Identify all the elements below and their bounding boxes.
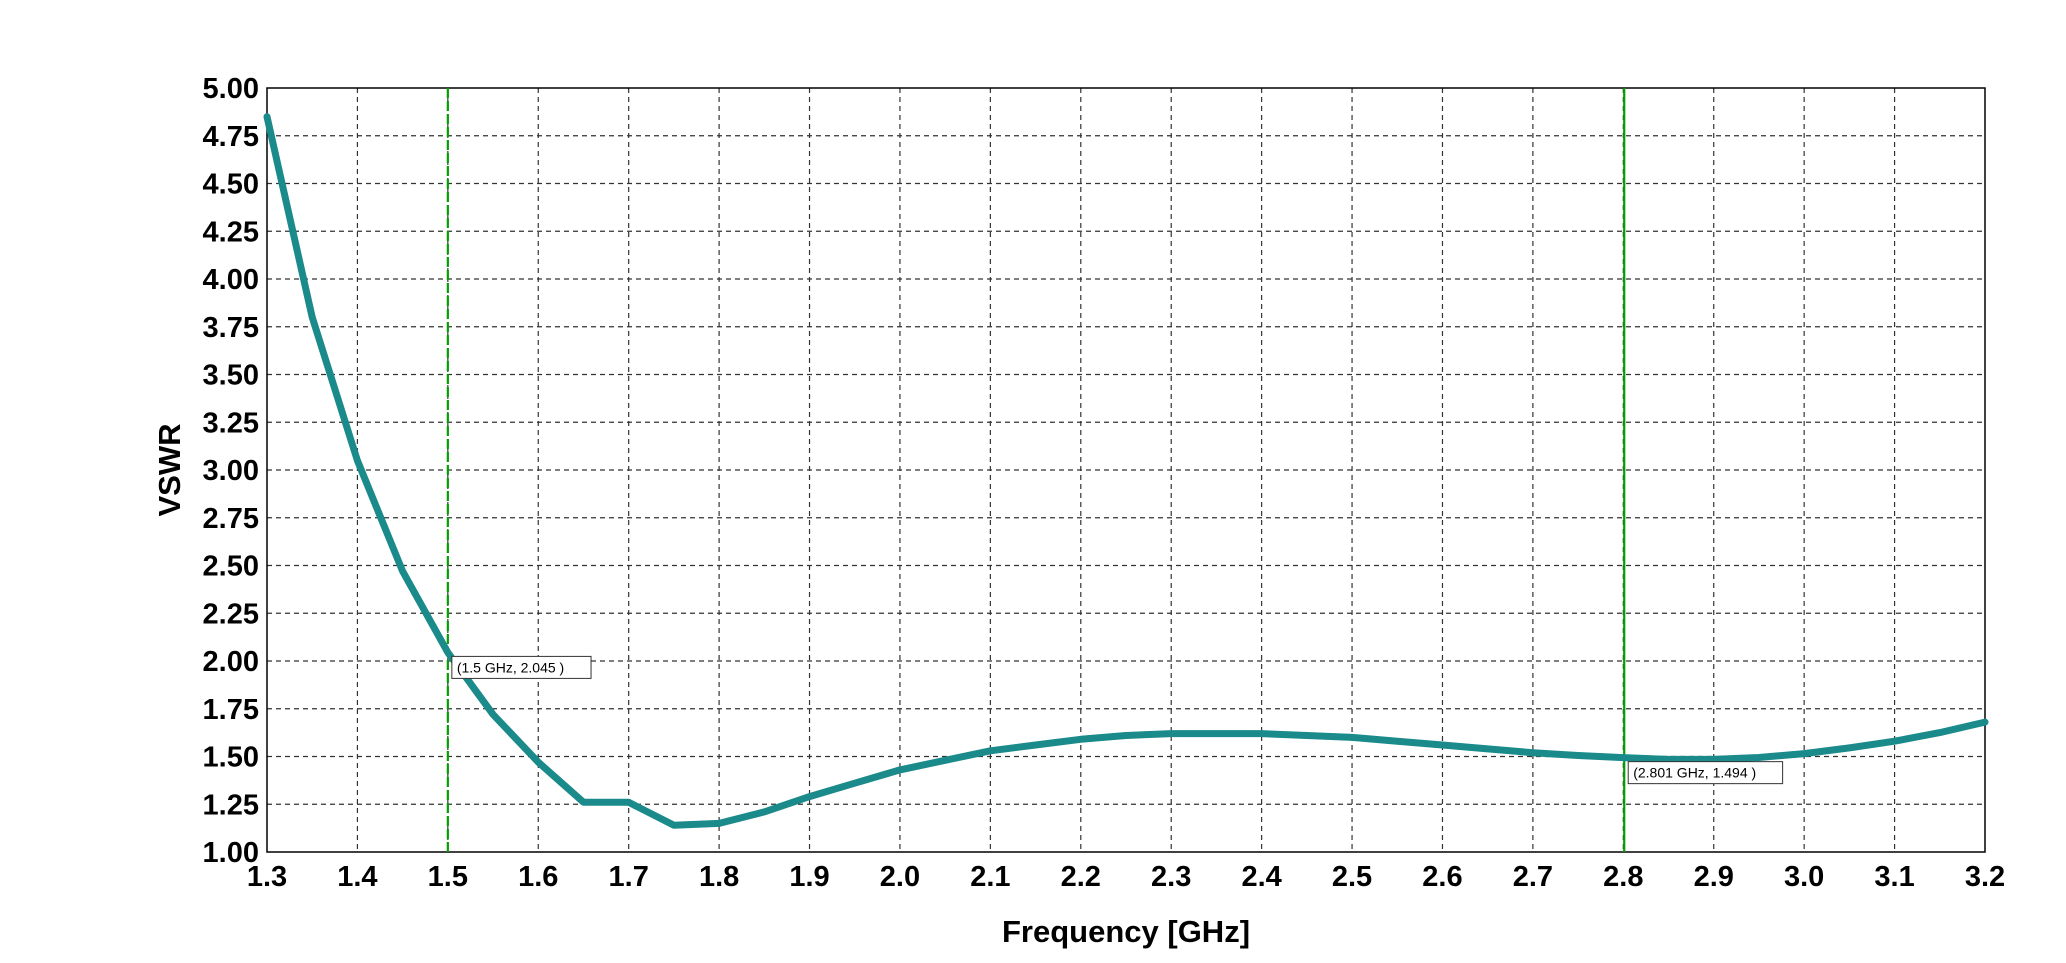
y-tick-label: 4.50 bbox=[203, 169, 259, 201]
y-tick-label: 2.00 bbox=[203, 646, 259, 678]
y-tick-label: 1.00 bbox=[203, 837, 259, 869]
x-tick-labels: 1.3 1.4 1.5 1.6 1.7 1.8 1.9 2.0 2.1 2.2 2.3 2.4 2.5 2… bbox=[247, 861, 2005, 893]
y-tick-label: 5.00 bbox=[203, 73, 259, 105]
marker-label-box bbox=[1627, 761, 1784, 785]
y-tick-label: 4.25 bbox=[203, 216, 259, 248]
x-tick-label: 3.2 bbox=[1965, 861, 2005, 893]
x-tick-label: 3.1 bbox=[1874, 861, 1914, 893]
x-tick-label: 2.9 bbox=[1694, 861, 1734, 893]
y-tick-label: 4.00 bbox=[203, 264, 259, 296]
x-tick-label: 2.7 bbox=[1513, 861, 1553, 893]
x-tick-label: 1.8 bbox=[699, 861, 739, 893]
vswr-series-line bbox=[263, 113, 1989, 829]
series bbox=[263, 113, 1989, 829]
y-tick-label: 3.75 bbox=[203, 312, 259, 344]
x-tick-label: 1.9 bbox=[789, 861, 829, 893]
y-tick-label: 2.75 bbox=[203, 503, 259, 535]
x-tick-label: 1.7 bbox=[609, 861, 649, 893]
x-tick-label: 2.0 bbox=[880, 861, 920, 893]
x-tick-label: 2.3 bbox=[1151, 861, 1191, 893]
x-tick-label: 2.8 bbox=[1603, 861, 1643, 893]
x-tick-label: 1.3 bbox=[247, 861, 287, 893]
y-axis-title: VSWR bbox=[152, 424, 187, 517]
y-tick-label: 2.25 bbox=[203, 598, 259, 630]
x-tick-label: 1.4 bbox=[337, 861, 377, 893]
y-tick-label: 3.00 bbox=[203, 455, 259, 487]
y-tick-label: 4.75 bbox=[203, 121, 259, 153]
marker-labels: (1.5 GHz, 2.045 ) (2.801 GHz, 1.494 ) bbox=[451, 655, 1784, 785]
marker-label-box bbox=[451, 655, 592, 679]
plot-frame bbox=[266, 87, 1986, 853]
marker-label: (2.801 GHz, 1.494 ) bbox=[1633, 765, 1756, 781]
x-tick-label: 2.2 bbox=[1061, 861, 1101, 893]
x-axis-title: Frequency [GHz] bbox=[1002, 914, 1250, 949]
markers bbox=[446, 88, 1626, 852]
marker-label: (1.5 GHz, 2.045 ) bbox=[457, 659, 564, 675]
y-tick-label: 3.25 bbox=[203, 407, 259, 439]
y-tick-label: 1.75 bbox=[203, 694, 259, 726]
x-tick-label: 2.5 bbox=[1332, 861, 1372, 893]
x-tick-label: 1.6 bbox=[518, 861, 558, 893]
x-tick-label: 3.0 bbox=[1784, 861, 1824, 893]
y-tick-labels: 1.00 1.25 1.50 1.75 2.00 2.25 2.50 2.75 3.00 3.25… bbox=[203, 73, 259, 869]
y-tick-label: 3.50 bbox=[203, 360, 259, 392]
x-tick-label: 1.5 bbox=[428, 861, 468, 893]
x-tick-label: 2.6 bbox=[1422, 861, 1462, 893]
x-tick-label: 2.1 bbox=[970, 861, 1010, 893]
y-tick-label: 1.25 bbox=[203, 789, 259, 821]
x-tick-label: 2.4 bbox=[1241, 861, 1281, 893]
y-tick-label: 1.50 bbox=[203, 742, 259, 774]
y-tick-label: 2.50 bbox=[203, 551, 259, 583]
